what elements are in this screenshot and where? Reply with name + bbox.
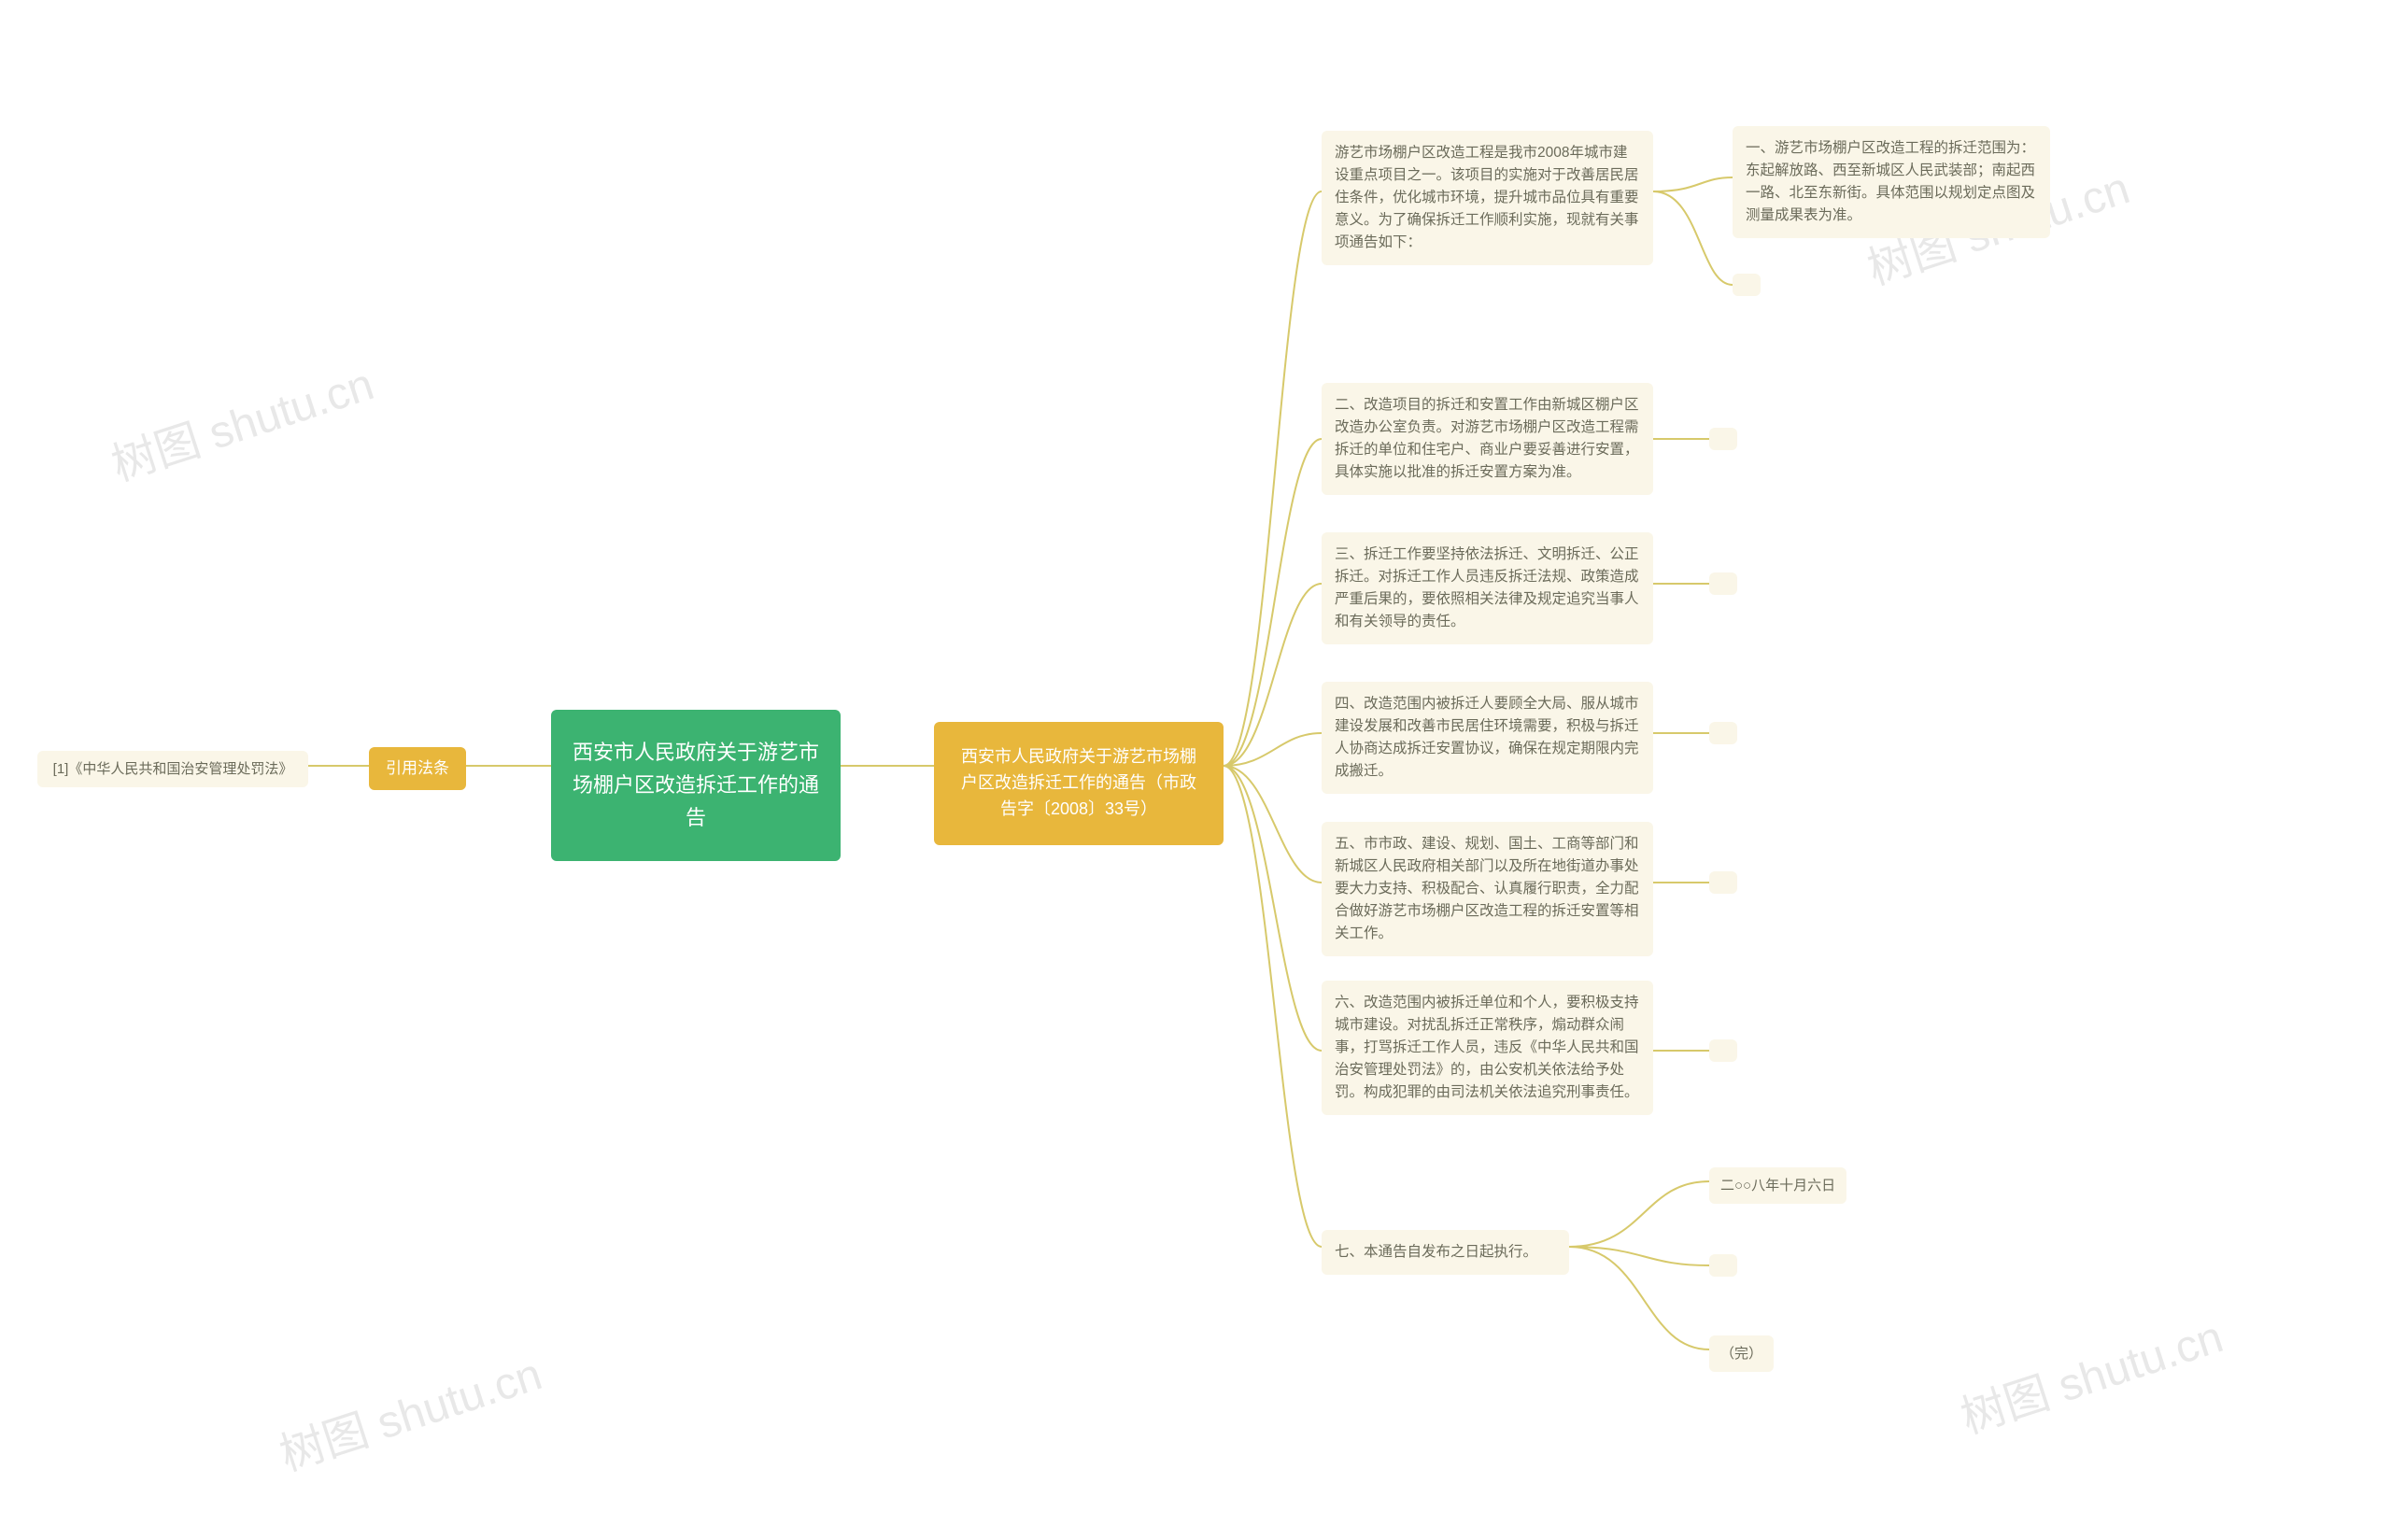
document-number-node[interactable]: 西安市人民政府关于游艺市场棚户区改造拆迁工作的通告（市政告字〔2008〕33号） bbox=[934, 722, 1224, 845]
root-node[interactable]: 西安市人民政府关于游艺市场棚户区改造拆迁工作的通告 bbox=[551, 710, 841, 861]
watermark: 树图 shutu.cn bbox=[1951, 1300, 2229, 1446]
reference-item: [1]《中华人民共和国治安管理处罚法》 bbox=[37, 751, 308, 787]
watermark: 树图 shutu.cn bbox=[270, 1337, 548, 1483]
stub-box bbox=[1709, 428, 1737, 450]
stub-box bbox=[1733, 274, 1761, 296]
item-7-date: 二○○八年十月六日 bbox=[1709, 1167, 1846, 1204]
stub-box bbox=[1709, 722, 1737, 744]
item-2: 二、改造项目的拆迁和安置工作由新城区棚户区改造办公室负责。对游艺市场棚户区改造工… bbox=[1322, 383, 1653, 495]
item-4: 四、改造范围内被拆迁人要顾全大局、服从城市建设发展和改善市民居住环境需要，积极与… bbox=[1322, 682, 1653, 794]
stub-box bbox=[1709, 572, 1737, 595]
item-intro: 游艺市场棚户区改造工程是我市2008年城市建设重点项目之一。该项目的实施对于改善… bbox=[1322, 131, 1653, 265]
stub-box bbox=[1709, 1039, 1737, 1062]
item-intro-sub: 一、游艺市场棚户区改造工程的拆迁范围为：东起解放路、西至新城区人民武装部；南起西… bbox=[1733, 126, 2050, 238]
item-6: 六、改造范围内被拆迁单位和个人，要积极支持城市建设。对扰乱拆迁正常秩序，煽动群众… bbox=[1322, 981, 1653, 1115]
item-7-end: （完） bbox=[1709, 1335, 1774, 1372]
item-5: 五、市市政、建设、规划、国土、工商等部门和新城区人民政府相关部门以及所在地街道办… bbox=[1322, 822, 1653, 956]
stub-box bbox=[1709, 871, 1737, 894]
stub-box bbox=[1709, 1254, 1737, 1277]
references-label[interactable]: 引用法条 bbox=[369, 747, 466, 790]
item-7: 七、本通告自发布之日起执行。 bbox=[1322, 1230, 1569, 1275]
item-3: 三、拆迁工作要坚持依法拆迁、文明拆迁、公正拆迁。对拆迁工作人员违反拆迁法规、政策… bbox=[1322, 532, 1653, 644]
watermark: 树图 shutu.cn bbox=[102, 347, 380, 493]
